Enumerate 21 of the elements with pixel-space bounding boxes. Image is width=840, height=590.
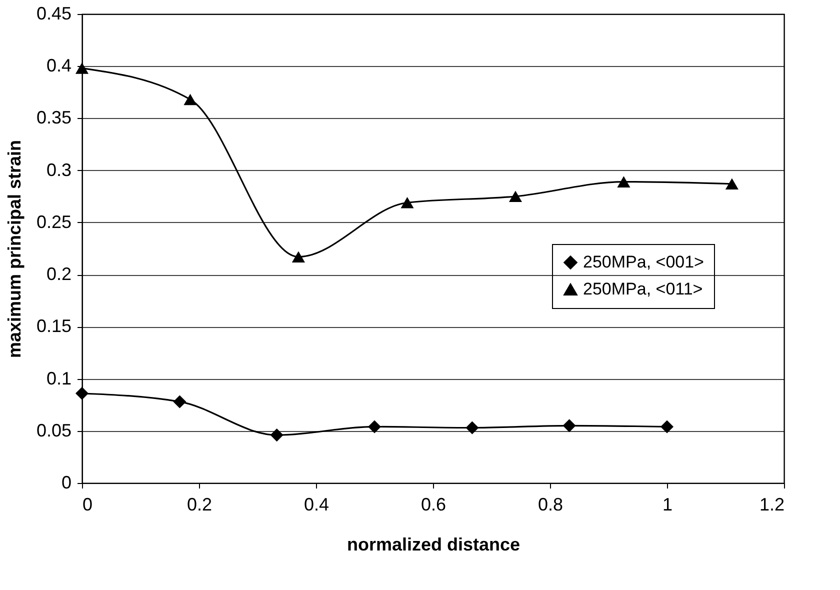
x-tick-label: 0.8 bbox=[538, 494, 564, 514]
y-tick-label: 0.1 bbox=[46, 368, 72, 388]
y-tick-label: 0.2 bbox=[46, 264, 72, 284]
y-tick-label: 0.05 bbox=[36, 420, 72, 440]
x-axis-title: normalized distance bbox=[346, 534, 520, 554]
y-tick-label: 0.45 bbox=[36, 4, 72, 24]
x-tick-label: 1.2 bbox=[759, 494, 784, 514]
x-tick-label: 1 bbox=[662, 494, 673, 514]
y-tick-label: 0.3 bbox=[46, 160, 72, 180]
x-tick-label: 0.6 bbox=[420, 494, 446, 514]
y-tick-label: 0.35 bbox=[36, 108, 72, 128]
legend-label: 250MPa, <001> bbox=[583, 252, 704, 272]
x-tick-label: 0 bbox=[82, 494, 93, 514]
y-tick-label: 0 bbox=[61, 472, 72, 492]
x-tick-label: 0.4 bbox=[304, 494, 330, 514]
x-tick-label: 0.2 bbox=[186, 494, 212, 514]
y-axis-title: maximum principal strain bbox=[4, 140, 24, 358]
y-tick-label: 0.15 bbox=[36, 316, 72, 336]
legend-label: 250MPa, <011> bbox=[583, 280, 703, 298]
y-tick-label: 0.4 bbox=[46, 56, 72, 76]
y-tick-label: 0.25 bbox=[36, 212, 72, 232]
